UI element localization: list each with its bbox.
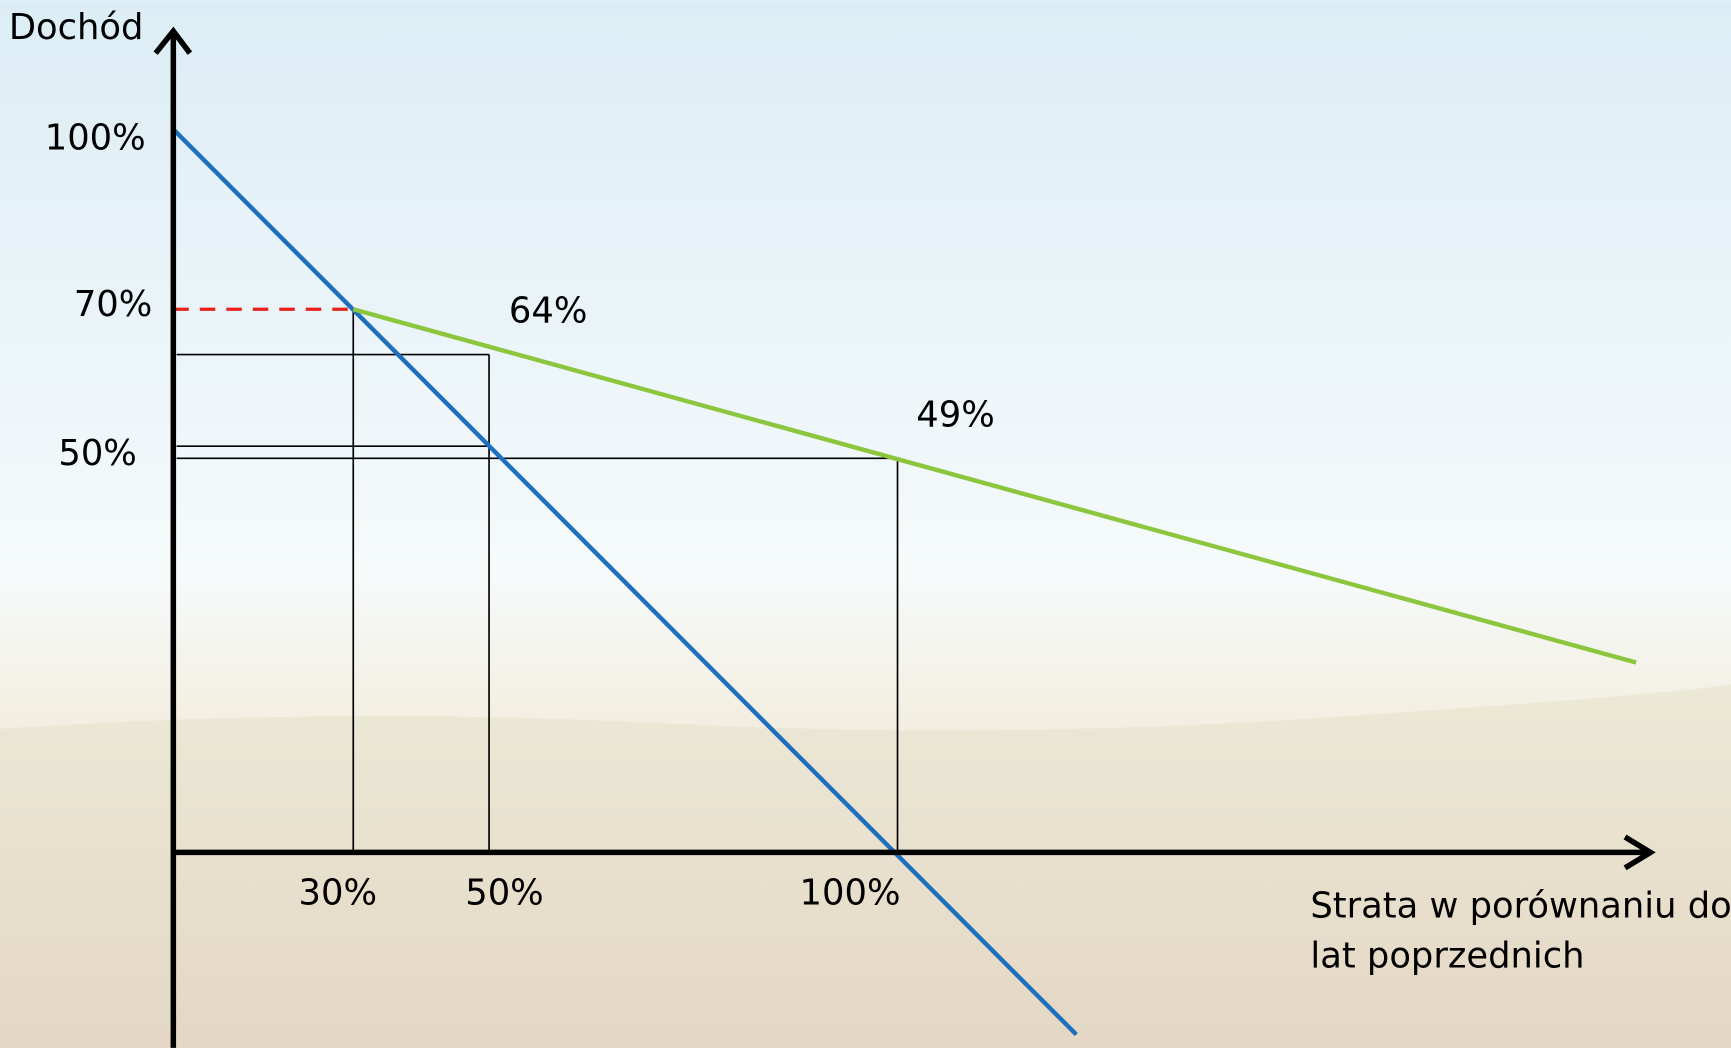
y-axis-arrow: [153, 26, 193, 55]
y-label: 50%: [58, 433, 137, 474]
ground: [0, 684, 1731, 1048]
y-label: 70%: [74, 284, 153, 325]
x-axis-label: Strata w porównaniu do: [1310, 886, 1731, 927]
blue-line: [171, 127, 1078, 1037]
x-axis-label: lat poprzednich: [1310, 935, 1584, 976]
point-label: 64%: [509, 291, 588, 332]
x-label: 30%: [299, 872, 378, 913]
point-label: 49%: [916, 394, 995, 435]
x-axis-arrow: [1623, 834, 1656, 871]
x-label: 100%: [800, 872, 901, 913]
y-label: 100%: [45, 117, 146, 158]
green-line: [352, 307, 1637, 665]
y-axis-label: Dochód: [9, 7, 144, 48]
x-label: 50%: [465, 872, 544, 913]
